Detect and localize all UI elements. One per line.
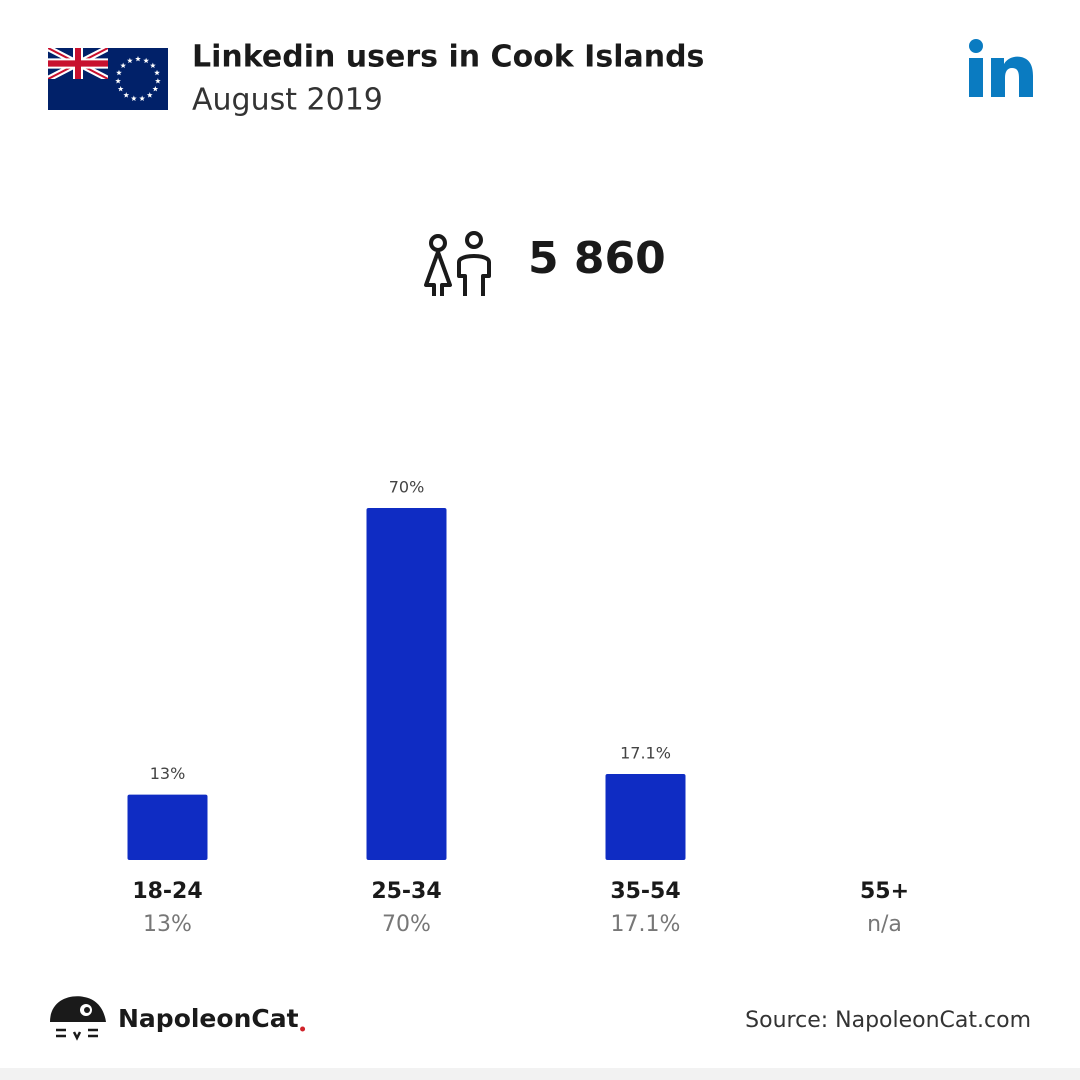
logo-i [969,58,983,97]
bar [127,794,208,860]
flag-star [116,69,122,76]
flag-star [130,95,137,101]
category-label: 25-34 [371,879,441,904]
category-share: 13% [143,912,192,937]
source: Source: NapoleonCat.com [745,1008,1031,1033]
flag-star [120,62,126,69]
chart-title: Linkedin users in Cook Islands [192,40,704,75]
flag-star [117,86,124,92]
flag-star [143,57,149,64]
value-label: 13% [150,764,186,783]
category-label: 18-24 [132,879,202,904]
value-label: 70% [389,478,425,497]
brand-name: NapoleonCat [118,1004,299,1033]
flag-star [150,62,156,69]
plot: 13% 18-24 13% 70% 25-34 70% 17.1% 35-54 17.1% 55+… [127,478,909,937]
footer-strip [0,1068,1080,1080]
category-label: 35-54 [610,879,680,904]
flag-star [115,78,121,84]
flag-star [155,78,161,84]
bar [366,508,447,860]
value-label: 17.1% [620,744,671,763]
brand-whiskers [56,1028,98,1041]
flag-star [152,86,159,92]
flag-star [135,56,141,62]
brand-logo [50,996,106,1041]
linkedin-logo [969,39,1033,97]
brand-cat [50,996,106,1022]
bar [605,774,686,860]
category-share: 17.1% [611,912,681,937]
chart-subtitle: August 2019 [192,83,383,118]
total-users: 5 860 [528,233,666,284]
users-icon [424,231,491,296]
flag-star [127,57,133,64]
brand-pupil [84,1007,90,1013]
flag [48,48,168,110]
brand-dot [300,1026,306,1032]
flag-star [154,69,160,76]
flag-star [146,92,153,98]
flag-star [123,92,130,98]
union-jack [48,48,108,79]
logo-dot [969,39,983,53]
flag-star [139,95,146,101]
flag-stars [115,56,161,101]
category-share: 70% [382,912,431,937]
category-share: n/a [867,912,902,937]
category-label: 55+ [860,879,909,904]
logo-n [991,56,1033,97]
